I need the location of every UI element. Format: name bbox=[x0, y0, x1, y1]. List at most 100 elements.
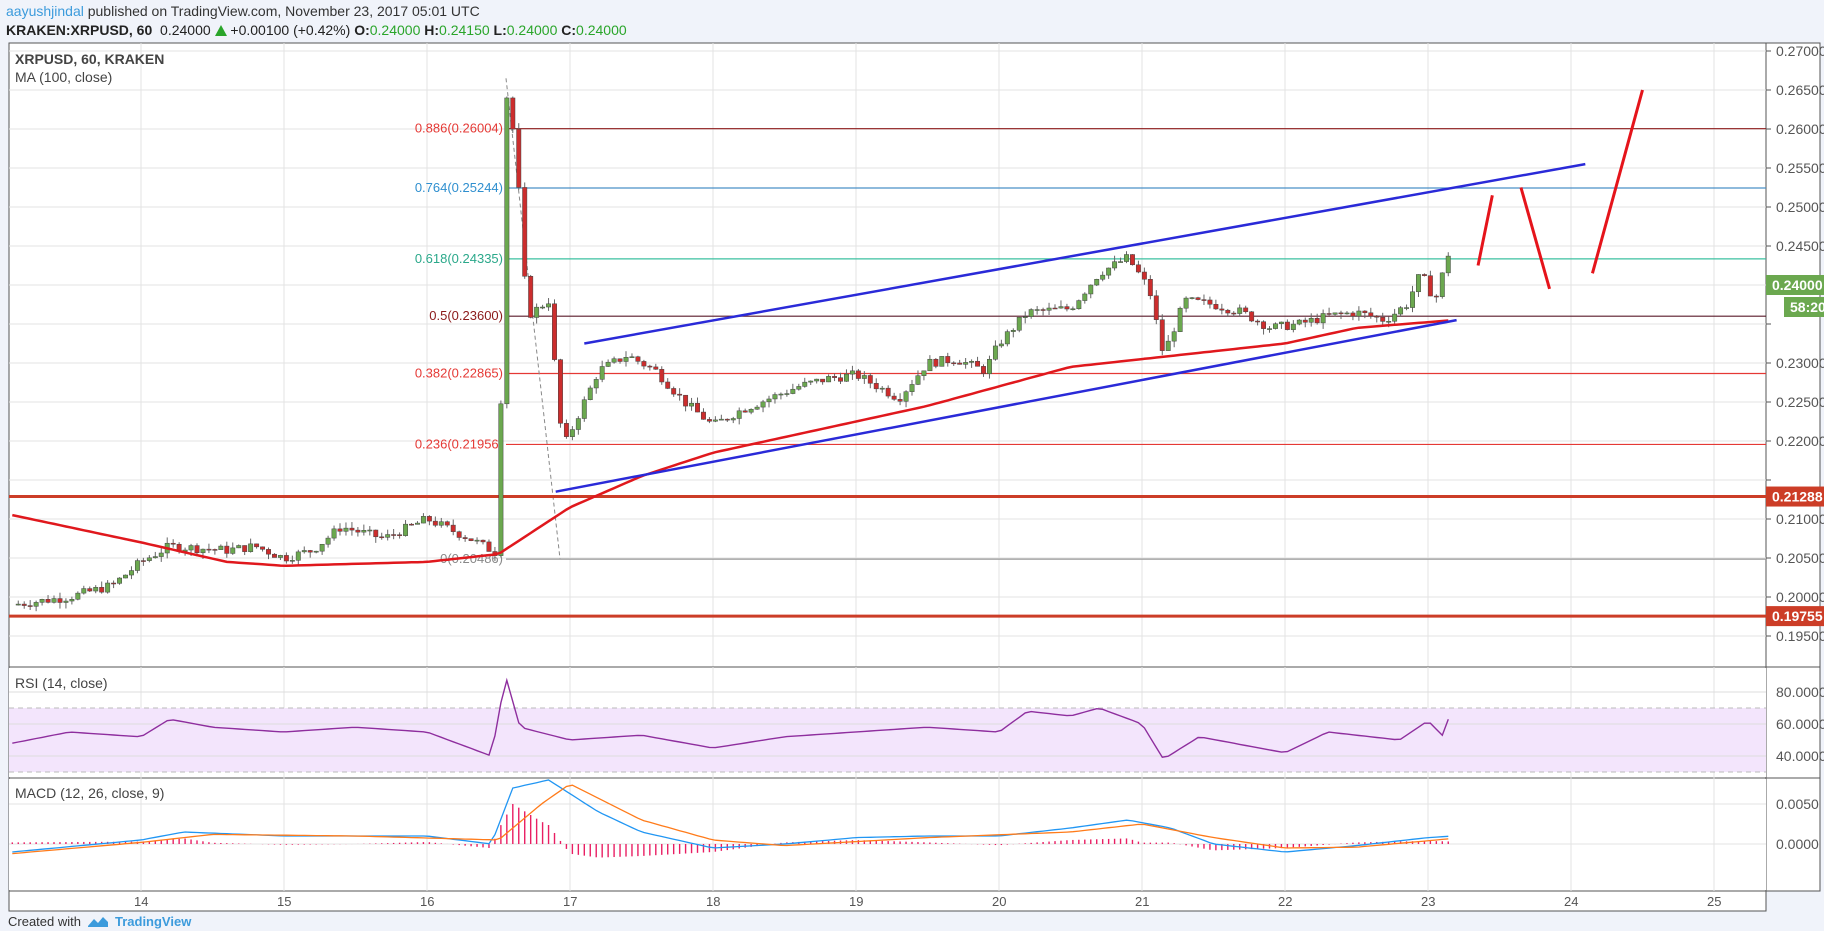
up-arrow-icon bbox=[214, 25, 227, 36]
candle-down bbox=[140, 560, 146, 562]
candle-up bbox=[593, 379, 599, 389]
candle-up bbox=[474, 539, 480, 542]
price-tick-label: 0.24500 bbox=[1776, 238, 1824, 254]
candle-up bbox=[1070, 308, 1076, 311]
candle-up bbox=[575, 418, 581, 430]
candle-up bbox=[1404, 307, 1409, 309]
close-value: 0.24000 bbox=[576, 22, 627, 38]
candle-down bbox=[379, 536, 385, 539]
candle-down bbox=[57, 598, 63, 603]
candle-down bbox=[742, 410, 748, 413]
candle-up bbox=[277, 555, 283, 558]
candle-down bbox=[1362, 310, 1368, 314]
candle-up bbox=[146, 557, 152, 561]
candle-down bbox=[444, 521, 450, 526]
candle-down bbox=[170, 542, 176, 545]
candle-up bbox=[939, 356, 945, 367]
candle-down bbox=[683, 394, 689, 407]
candle-down bbox=[426, 516, 432, 522]
candle-down bbox=[516, 128, 522, 188]
footer: Created with TradingView bbox=[8, 914, 191, 929]
candle-down bbox=[855, 370, 861, 379]
candle-down bbox=[510, 97, 516, 130]
candle-up bbox=[814, 378, 820, 382]
high-value: 0.24150 bbox=[439, 22, 490, 38]
candle-down bbox=[677, 393, 683, 396]
candle-up bbox=[796, 386, 802, 390]
price-tick-label: 0.21000 bbox=[1776, 511, 1824, 527]
candle-down bbox=[1147, 279, 1153, 297]
candle-down bbox=[272, 553, 277, 558]
candle-down bbox=[1314, 318, 1320, 324]
candle-down bbox=[468, 538, 474, 541]
candle-up bbox=[325, 537, 331, 545]
x-tick-label: 22 bbox=[1278, 894, 1292, 909]
candle-down bbox=[87, 588, 93, 592]
candle-down bbox=[224, 545, 230, 554]
candle-down bbox=[1153, 295, 1159, 320]
candle-down bbox=[266, 549, 271, 555]
candle-up bbox=[861, 375, 867, 379]
candle-up bbox=[129, 570, 134, 576]
rsi-tick-label: 60.0000 bbox=[1776, 716, 1824, 732]
candle-up bbox=[75, 592, 81, 600]
candle-up bbox=[105, 582, 111, 593]
candle-up bbox=[248, 543, 254, 552]
candle-down bbox=[1368, 312, 1374, 317]
candle-down bbox=[617, 358, 623, 362]
candle-down bbox=[206, 548, 212, 551]
candle-down bbox=[45, 599, 51, 603]
x-tick-label: 21 bbox=[1135, 894, 1149, 909]
x-tick-label: 24 bbox=[1564, 894, 1578, 909]
candle-up bbox=[1112, 261, 1118, 269]
candle-down bbox=[283, 555, 289, 562]
candle-up bbox=[1439, 272, 1445, 297]
candle-up bbox=[778, 393, 784, 396]
candle-up bbox=[1320, 313, 1326, 324]
candle-down bbox=[1213, 304, 1219, 310]
candle-down bbox=[1141, 271, 1147, 280]
candle-down bbox=[1201, 299, 1207, 301]
candle-down bbox=[1284, 321, 1290, 330]
legend-ma: MA (100, close) bbox=[15, 69, 112, 85]
publish-info: aayushjindal published on TradingView.co… bbox=[6, 3, 480, 19]
candle-up bbox=[415, 522, 420, 525]
author-link[interactable]: aayushjindal bbox=[6, 3, 84, 19]
tradingview-brand[interactable]: TradingView bbox=[114, 914, 192, 929]
tradingview-logo-icon bbox=[87, 916, 108, 927]
candle-down bbox=[1207, 299, 1213, 305]
candle-up bbox=[1267, 328, 1272, 330]
candle-up bbox=[766, 398, 772, 403]
x-tick-label: 20 bbox=[992, 894, 1006, 909]
candle-up bbox=[1106, 267, 1112, 276]
price-tick-label: 0.22500 bbox=[1776, 394, 1824, 410]
candle-up bbox=[438, 521, 444, 526]
candle-up bbox=[230, 547, 236, 554]
rsi-band bbox=[9, 708, 1766, 772]
candle-down bbox=[975, 360, 980, 367]
price-label bbox=[1766, 606, 1824, 627]
price-label-text: 0.24000 bbox=[1772, 277, 1823, 293]
candle-up bbox=[1082, 293, 1088, 301]
candle-up bbox=[295, 551, 301, 561]
candle-up bbox=[152, 556, 158, 559]
candle-up bbox=[754, 406, 760, 410]
candle-up bbox=[1171, 331, 1177, 342]
candle-up bbox=[1410, 291, 1415, 308]
price-label bbox=[1766, 275, 1824, 295]
candle-down bbox=[254, 543, 260, 548]
candle-up bbox=[1237, 307, 1243, 314]
candle-down bbox=[838, 377, 843, 382]
candle-up bbox=[1058, 306, 1064, 309]
candle-down bbox=[820, 378, 826, 383]
candle-down bbox=[1302, 319, 1308, 323]
candle-down bbox=[1135, 264, 1141, 273]
candle-down bbox=[1374, 315, 1380, 318]
candle-down bbox=[1040, 309, 1046, 311]
candle-down bbox=[397, 534, 403, 536]
candle-down bbox=[647, 365, 653, 368]
x-tick-label: 18 bbox=[706, 894, 720, 909]
candle-down bbox=[242, 545, 248, 552]
price-tick-label: 0.19500 bbox=[1776, 628, 1824, 644]
